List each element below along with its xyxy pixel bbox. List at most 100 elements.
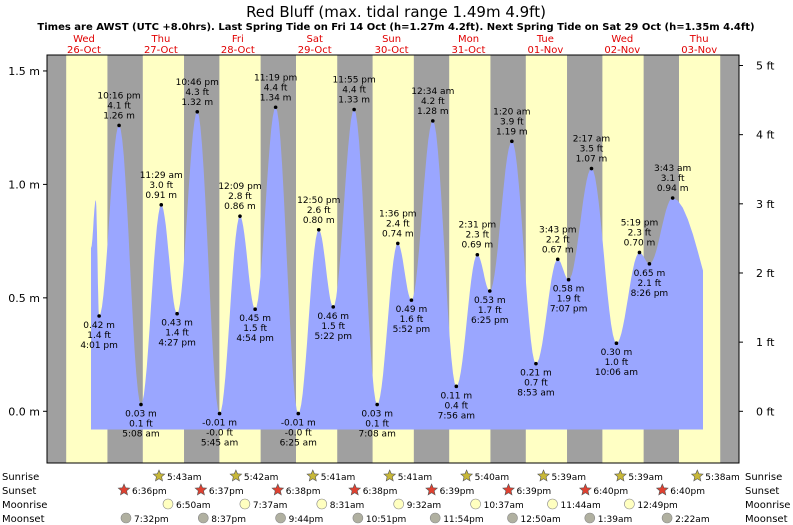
day-date: 31-Oct (452, 45, 486, 56)
day-name: Wed (611, 34, 633, 45)
tide-point (253, 307, 257, 311)
moonset-time: 8:37pm (211, 515, 246, 525)
high-tide-label: 2:31 pm2.3 ft0.69 m (459, 221, 496, 257)
low-tide-label: 0.03 m0.1 ft5:08 am (122, 402, 160, 439)
high-tide-label: 3:43 am3.1 ft0.94 m (654, 164, 691, 200)
chart-subtitle: Times are AWST (UTC +8.0hrs). Last Sprin… (37, 22, 754, 33)
moonset-icon (352, 512, 364, 524)
sunset-time: 6:38pm (363, 487, 398, 497)
tide-height-m: 1.28 m (417, 107, 449, 117)
tide-time: 12:34 am (411, 87, 454, 97)
high-tide-label: 1:36 pm2.4 ft0.74 m (379, 209, 417, 246)
day-date: 03-Nov (681, 45, 717, 56)
sunrise-icon (460, 469, 474, 482)
tide-height-m: 0.69 m (461, 241, 493, 251)
tide-time: 11:19 pm (254, 73, 297, 83)
tide-point (396, 241, 400, 246)
tide-time: 5:22 pm (314, 332, 352, 342)
sunrise-icon (229, 469, 243, 482)
tide-time: 10:16 pm (97, 91, 140, 101)
tide-time: 8:26 pm (631, 289, 669, 299)
tide-height-m: 0.58 m (553, 285, 585, 295)
moonset-time: 9:44pm (289, 515, 324, 525)
high-tide-label: 12:34 am4.2 ft1.28 m (411, 87, 454, 123)
moonrise-icon (470, 498, 481, 510)
sunset-icon (348, 483, 362, 496)
sunset-time: 6:40pm (670, 487, 705, 497)
moonset-icon (198, 512, 209, 524)
tide-height-ft: 2.3 ft (628, 228, 652, 238)
sunrise-time: 5:39am (628, 473, 663, 483)
sunset-icon (271, 483, 285, 496)
moonset-icon (584, 512, 596, 524)
sunset-icon (502, 483, 515, 496)
tide-height-ft: 2.1 ft (638, 279, 662, 289)
tide-height-ft: 0.4 ft (444, 401, 468, 411)
tide-time: 12:50 pm (297, 196, 340, 206)
tide-point (97, 314, 101, 318)
tide-height-m: 1.07 m (576, 155, 608, 165)
tide-time: 10:06 am (595, 368, 638, 378)
tide-height-m: -0.01 m (202, 419, 237, 429)
tide-height-ft: 4.4 ft (342, 86, 366, 96)
high-tide-label: 5:19 pm2.3 ft0.70 m (621, 218, 658, 255)
day-date: 30-Oct (375, 45, 409, 56)
moonrise-time: 7:37am (253, 501, 288, 511)
day-date: 01-Nov (527, 45, 563, 56)
y-left-tick-label: 0.5 m (8, 292, 40, 305)
y-right-tick-label: 0 ft (756, 405, 775, 418)
tide-height-ft: 0.1 ft (129, 419, 153, 429)
sunrise-icon (306, 469, 320, 482)
tide-point (316, 227, 321, 232)
tide-height-m: 0.70 m (624, 238, 656, 248)
tide-point (238, 214, 242, 218)
low-tide-label: 0.65 m2.1 ft8:26 pm (631, 262, 669, 299)
sunrise-time: 5:41am (321, 473, 356, 483)
high-tide-label: 3:43 pm2.2 ft0.67 m (539, 225, 577, 262)
tide-curve (91, 107, 703, 430)
sunset-time: 6:40pm (593, 487, 628, 497)
tide-height-ft: 2.3 ft (465, 231, 489, 241)
tide-water-area (91, 107, 703, 430)
tide-point (375, 402, 379, 407)
chart-title: Red Bluff (max. tidal range 1.49m 4.9ft) (246, 3, 546, 21)
tide-height-ft: 3.1 ft (661, 174, 685, 184)
tide-point (566, 277, 571, 282)
day-name: Sat (306, 34, 322, 45)
day-name: Fri (232, 34, 244, 45)
astro-row-label-right: Sunset (745, 486, 779, 497)
tide-point (487, 289, 492, 293)
sunrise-icon (613, 469, 627, 482)
tide-height-ft: -0.0 ft (285, 429, 312, 439)
high-tide-label: 11:55 pm4.4 ft1.33 m (332, 76, 376, 112)
tide-height-ft: 1.7 ft (478, 306, 502, 316)
sunset-time: 6:39pm (440, 487, 475, 497)
sunset-icon (117, 483, 131, 496)
sunrise-time: 5:38am (705, 473, 740, 483)
tide-time: 3:43 am (654, 164, 691, 174)
moonrise-time: 9:32am (407, 501, 442, 511)
tide-time: 3:43 pm (539, 225, 577, 235)
tide-point (431, 119, 435, 123)
tide-height-ft: 0.7 ft (524, 379, 548, 389)
low-tide-label: 0.03 m0.1 ft7:08 am (358, 402, 396, 439)
tide-point (670, 196, 675, 200)
sunrise-time: 5:39am (552, 473, 587, 483)
moonset-time: 2:22am (675, 515, 710, 525)
tide-height-m: 0.74 m (382, 229, 414, 239)
plot-border (46, 54, 740, 464)
sunset-time: 6:37pm (209, 487, 244, 497)
tide-height-m: 0.30 m (601, 348, 633, 358)
tide-time: 4:01 pm (80, 341, 118, 351)
tide-time: 12:09 pm (218, 182, 261, 192)
astro-row-label-left: Moonset (2, 514, 45, 525)
moonset-icon (429, 512, 441, 524)
tide-height-m: 0.53 m (474, 296, 506, 306)
tide-height-ft: 1.4 ft (87, 331, 111, 341)
tide-time: 7:08 am (358, 429, 395, 439)
low-tide-label: 0.45 m1.5 ft4:54 pm (236, 307, 274, 344)
day-name: Thu (151, 34, 171, 45)
tide-height-ft: 4.3 ft (185, 88, 209, 98)
